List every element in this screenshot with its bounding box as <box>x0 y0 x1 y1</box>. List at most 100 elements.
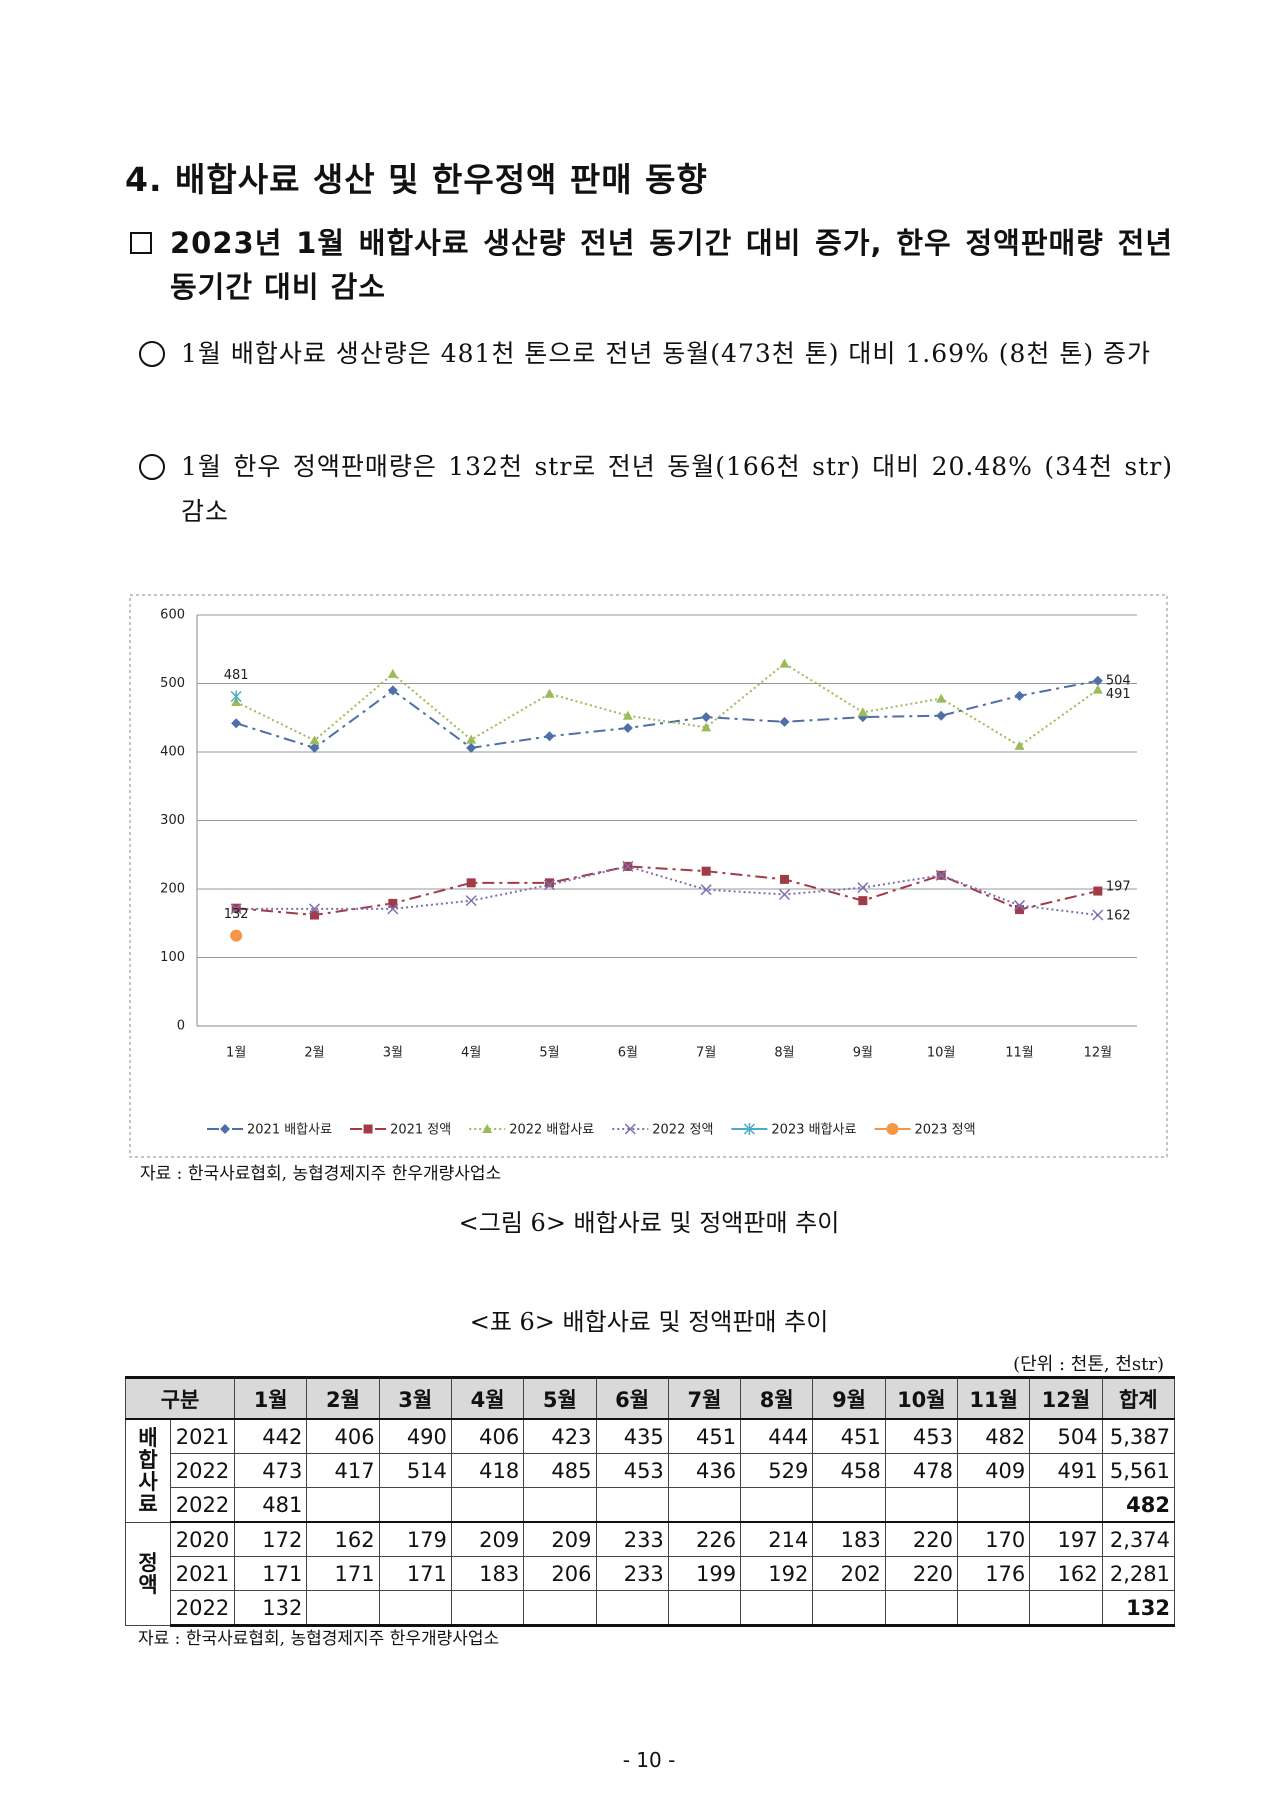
value-cell: 485 <box>523 1453 597 1488</box>
marker <box>778 888 791 901</box>
marker <box>482 1124 493 1133</box>
value-cell: 423 <box>523 1418 597 1454</box>
value-cell: 209 <box>523 1521 597 1557</box>
marker <box>779 716 790 727</box>
marker <box>1014 690 1025 701</box>
table-row: 2022 481 482 <box>126 1487 1176 1523</box>
marker <box>308 903 321 915</box>
legend-item: 2022 정액 <box>612 1123 713 1138</box>
value-cell: 202 <box>812 1556 886 1591</box>
value-cell: 172 <box>234 1521 308 1557</box>
x-tick-label: 8월 <box>774 1046 794 1061</box>
table-row: 2022 473 417 514 418 485 453 436 529 458 478 409 491… <box>126 1453 1176 1488</box>
legend-label: 2022 정액 <box>652 1123 713 1138</box>
marker <box>1093 886 1103 896</box>
value-cell: 406 <box>450 1418 525 1454</box>
x-tick-label: 1월 <box>226 1046 246 1061</box>
x-tick-label: 3월 <box>383 1046 403 1061</box>
header-cell: 8월 <box>740 1376 814 1420</box>
marker <box>1092 675 1103 686</box>
marker <box>230 690 242 703</box>
value-cell: 233 <box>595 1556 669 1591</box>
data-table: 구분 1월 2월 3월 4월 5월 6월 7월 8월 9월 10월 11월 12월 합계 배합사료 2021 4… <box>124 1376 1176 1627</box>
value-cell: 481 <box>234 1487 308 1523</box>
empty-cell <box>378 1487 452 1523</box>
legend-item: 2022 배합사료 <box>469 1123 594 1138</box>
marker <box>230 929 243 942</box>
value-cell: 170 <box>956 1521 1031 1557</box>
value-cell: 220 <box>884 1521 958 1557</box>
marker <box>220 1124 230 1134</box>
figure-caption: <그림 6> 배합사료 및 정액판매 추이 <box>458 1209 840 1237</box>
x-tick-label: 12월 <box>1084 1046 1113 1061</box>
y-tick-label: 100 <box>160 950 185 965</box>
marker <box>1013 899 1026 911</box>
legend-label: 2021 정액 <box>390 1123 451 1138</box>
marker <box>544 688 555 698</box>
value-cell: 199 <box>667 1556 742 1591</box>
marker <box>465 895 477 907</box>
marker <box>230 903 242 915</box>
series-line <box>236 865 1098 917</box>
header-cell: 합계 <box>1101 1376 1176 1420</box>
empty-cell <box>667 1487 742 1523</box>
value-cell: 209 <box>450 1521 525 1557</box>
empty-cell <box>740 1487 814 1523</box>
heading: 4. 배합사료 생산 및 한우정액 판매 동향 <box>125 160 708 199</box>
value-cell: 192 <box>740 1556 814 1591</box>
x-tick-label: 9월 <box>853 1046 873 1061</box>
legend-label: 2022 배합사료 <box>509 1123 594 1138</box>
total-cell: 5,387 <box>1101 1418 1176 1454</box>
marker <box>779 658 790 668</box>
legend-item: 2021 배합사료 <box>207 1123 332 1138</box>
y-tick-label: 400 <box>160 745 185 760</box>
marker <box>466 878 476 888</box>
group-label: 정액 <box>138 1550 158 1597</box>
data-label: 504 <box>1106 673 1131 688</box>
marker <box>1015 905 1024 915</box>
empty-cell <box>523 1487 597 1523</box>
total-cell: 2,374 <box>1101 1521 1176 1557</box>
header-cell: 4월 <box>450 1376 525 1420</box>
legend-label: 2023 정액 <box>914 1123 975 1138</box>
value-cell: 504 <box>1029 1418 1103 1454</box>
table-row: 2021 171 171 171 183 206 233 199 192 202 220 176 162… <box>126 1556 1176 1591</box>
value-cell: 458 <box>812 1453 886 1488</box>
bullet-text: 1월 배합사료 생산량은 481천 톤으로 전년 동월(473천 톤) 대비 1… <box>181 339 1152 368</box>
year-cell: 2022 <box>169 1487 236 1523</box>
x-tick-label: 10월 <box>927 1046 956 1061</box>
group-cell: 배합사료 <box>125 1418 171 1523</box>
marker <box>624 1123 636 1135</box>
y-tick-label: 0 <box>177 1019 185 1034</box>
legend-label: 2023 배합사료 <box>771 1123 856 1138</box>
marker <box>387 903 399 915</box>
x-tick-label: 5월 <box>539 1046 559 1061</box>
table-unit: (단위 : 천톤, 천str) <box>1013 1354 1164 1375</box>
marker <box>387 668 398 678</box>
marker <box>701 712 712 723</box>
series-line <box>235 662 1099 748</box>
value-cell: 478 <box>884 1453 958 1488</box>
x-tick-label: 2월 <box>304 1046 324 1061</box>
table-row: 2022 132 132 <box>126 1590 1176 1627</box>
y-tick-label: 200 <box>160 882 185 897</box>
header-cell: 구분 <box>124 1376 236 1420</box>
marker <box>857 882 869 894</box>
empty-cell <box>595 1487 669 1523</box>
marker <box>231 718 242 729</box>
value-cell: 176 <box>956 1556 1031 1591</box>
marker <box>466 734 477 744</box>
value-cell: 529 <box>740 1453 814 1488</box>
total-cell: 2,281 <box>1101 1556 1176 1591</box>
x-tick-label: 11월 <box>1005 1046 1034 1061</box>
empty-cell <box>667 1590 742 1627</box>
empty-cell <box>595 1590 669 1627</box>
marker <box>936 710 947 721</box>
group-cell: 정액 <box>125 1521 171 1626</box>
empty-cell <box>1029 1487 1103 1523</box>
total-cell: 5,561 <box>1101 1453 1176 1488</box>
marker <box>545 878 554 888</box>
table-source: 자료 : 한국사료협회, 농협경제지주 한우개량사업소 <box>138 1629 500 1649</box>
value-cell: 435 <box>595 1418 669 1454</box>
legend-item: 2021 정액 <box>350 1123 451 1138</box>
